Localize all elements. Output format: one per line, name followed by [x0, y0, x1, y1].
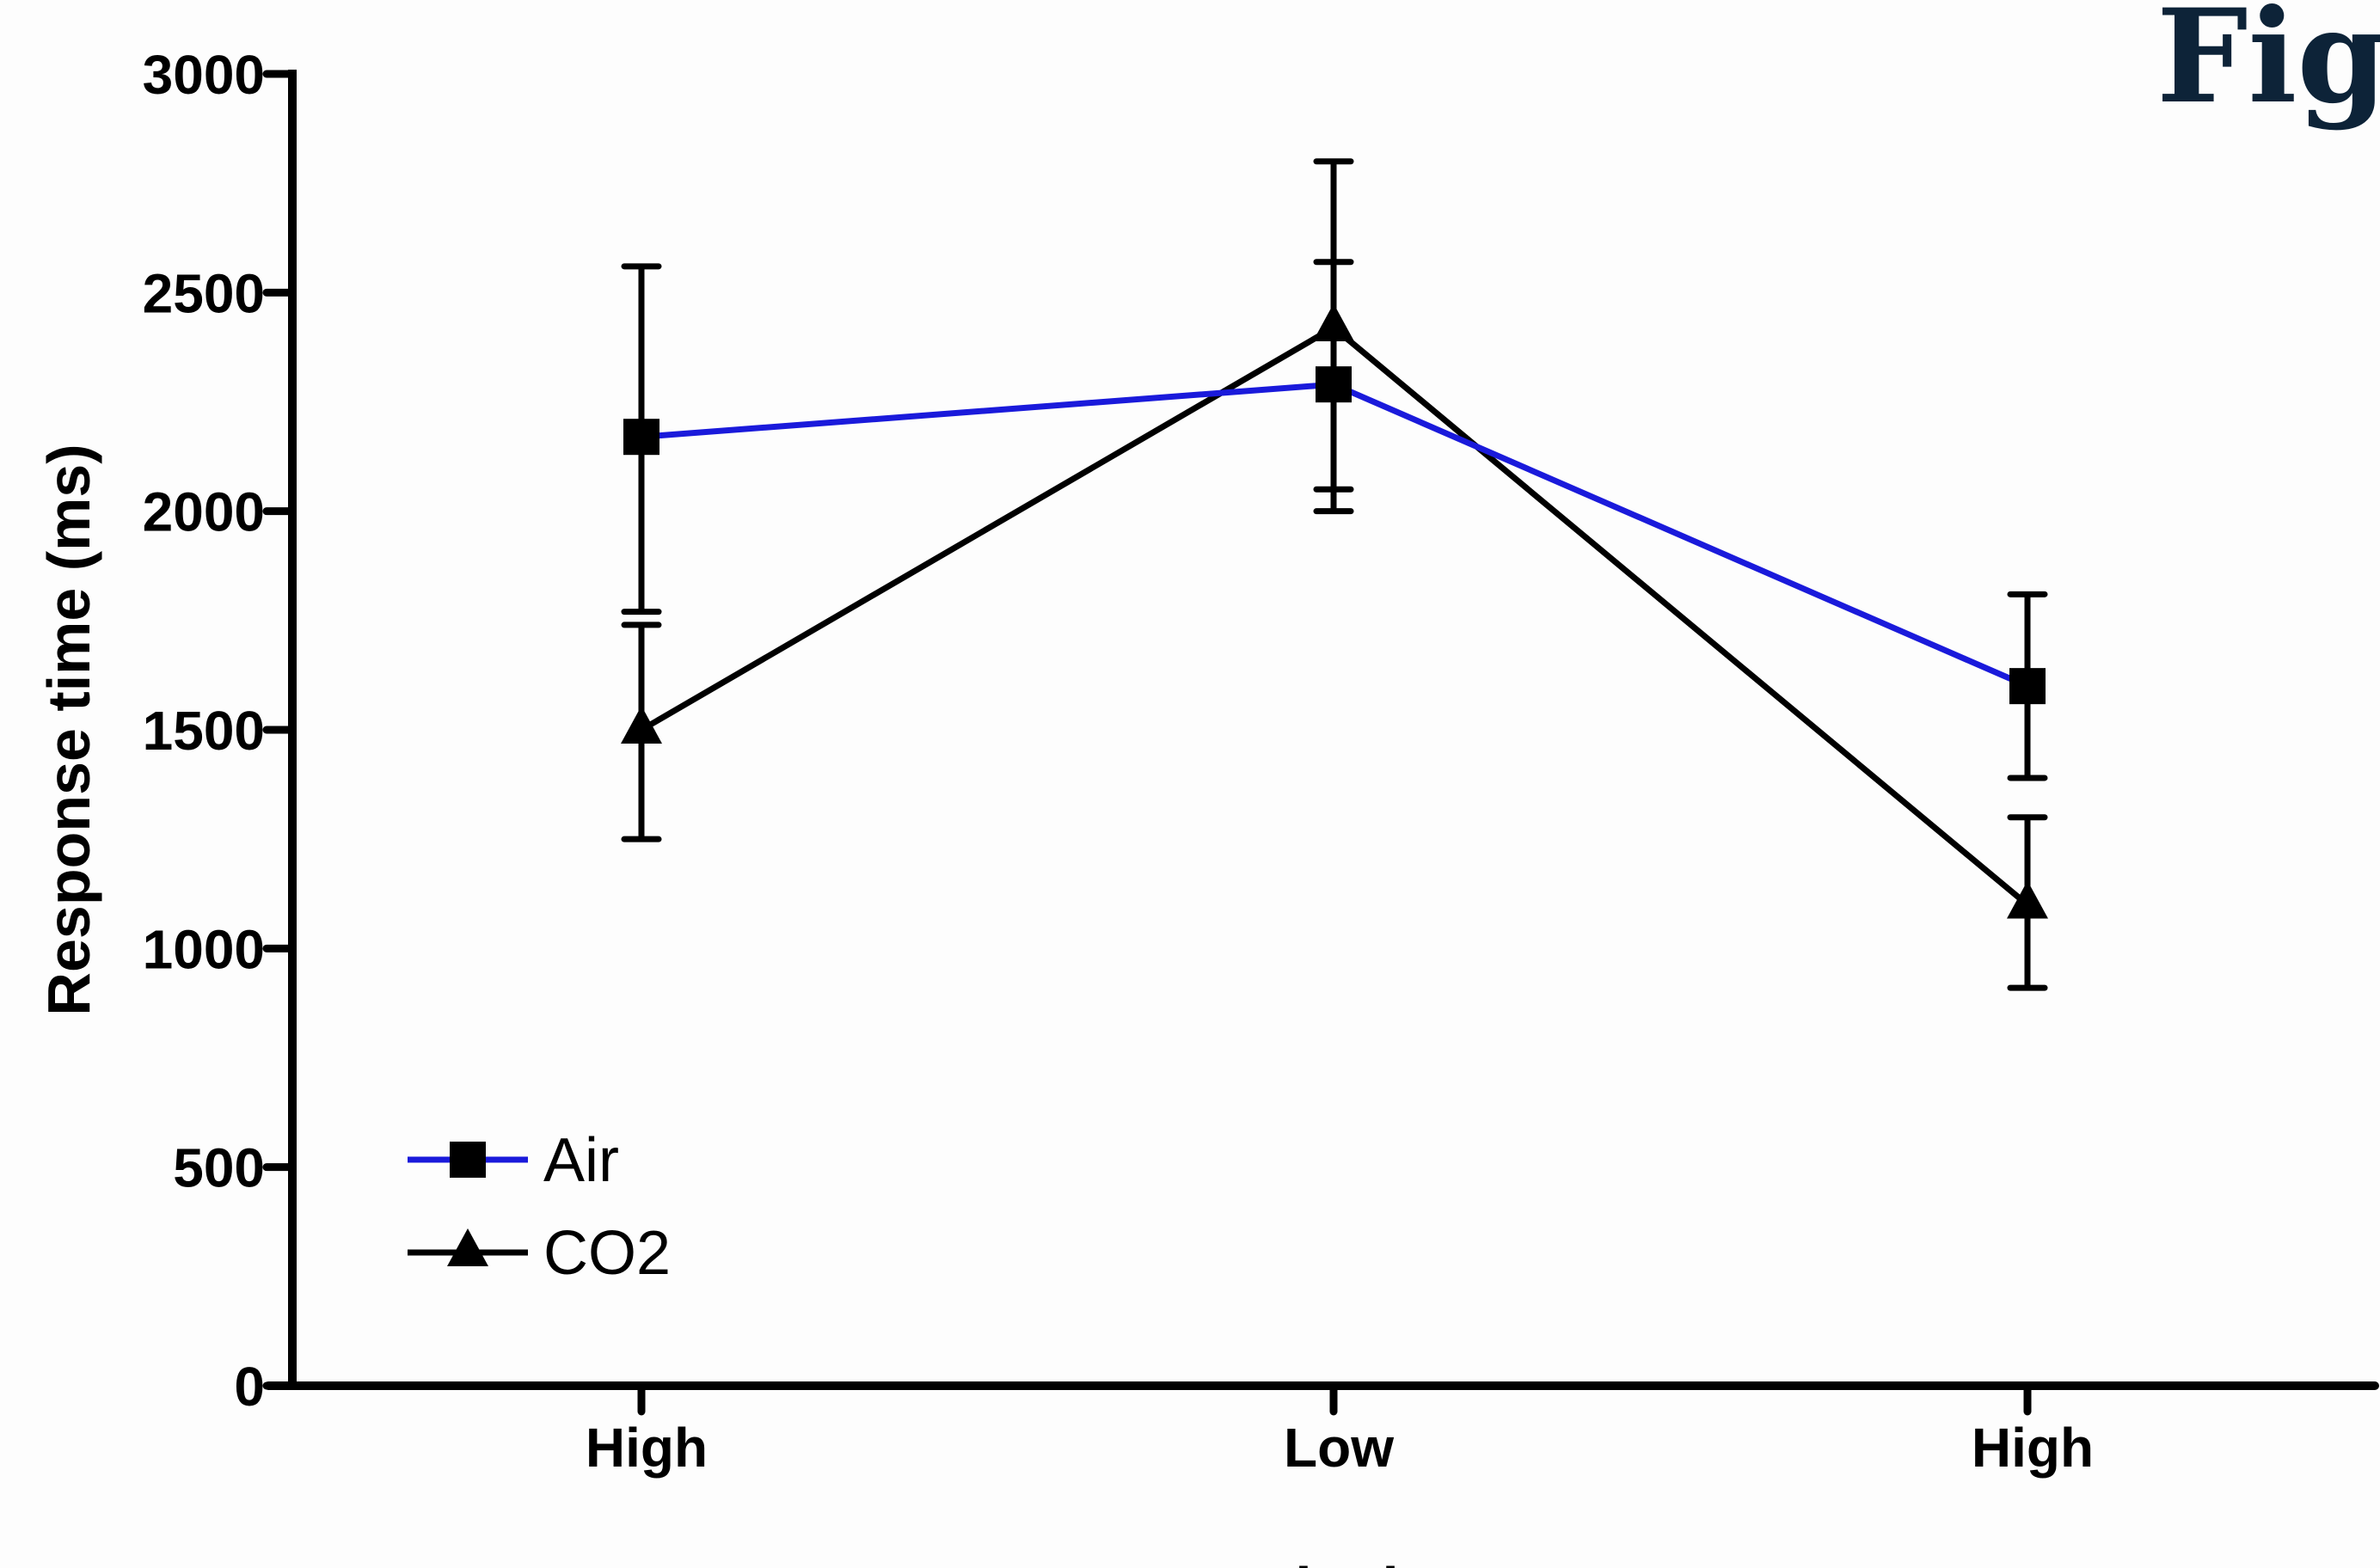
y-axis-title: Response time (ms): [35, 444, 102, 1015]
series-layer: [621, 158, 2048, 991]
x-axis-title: Block: [1252, 1555, 1416, 1568]
y-tick-label: 3000: [143, 44, 265, 106]
x-tick-label: Low: [1284, 1417, 1394, 1479]
data-point-air: [1316, 366, 1352, 403]
x-tick-label: High: [586, 1417, 708, 1479]
data-point-co2: [621, 706, 662, 744]
y-tick-label: 2500: [143, 262, 265, 324]
y-tick-label: 2000: [143, 481, 265, 543]
y-tick-label: 1000: [143, 918, 265, 980]
data-point-air: [623, 419, 659, 456]
legend-label-co2: CO2: [543, 1219, 671, 1288]
legend: Air CO2: [408, 1126, 671, 1288]
data-point-co2: [2007, 880, 2048, 919]
ticks-layer: 0 500 1000 1500 2000 2500 3000 High Low High: [143, 44, 2094, 1479]
figure-label: Figu: [2156, 0, 2380, 132]
legend-marker-air: [450, 1142, 486, 1178]
y-tick-label: 0: [234, 1356, 265, 1418]
x-tick-label: High: [1972, 1417, 2094, 1479]
y-tick-label: 1500: [143, 700, 265, 762]
data-point-co2: [1313, 303, 1354, 342]
legend-label-air: Air: [543, 1126, 619, 1195]
data-point-air: [2009, 668, 2046, 705]
y-tick-label: 500: [173, 1137, 265, 1199]
legend-marker-co2: [447, 1228, 488, 1266]
